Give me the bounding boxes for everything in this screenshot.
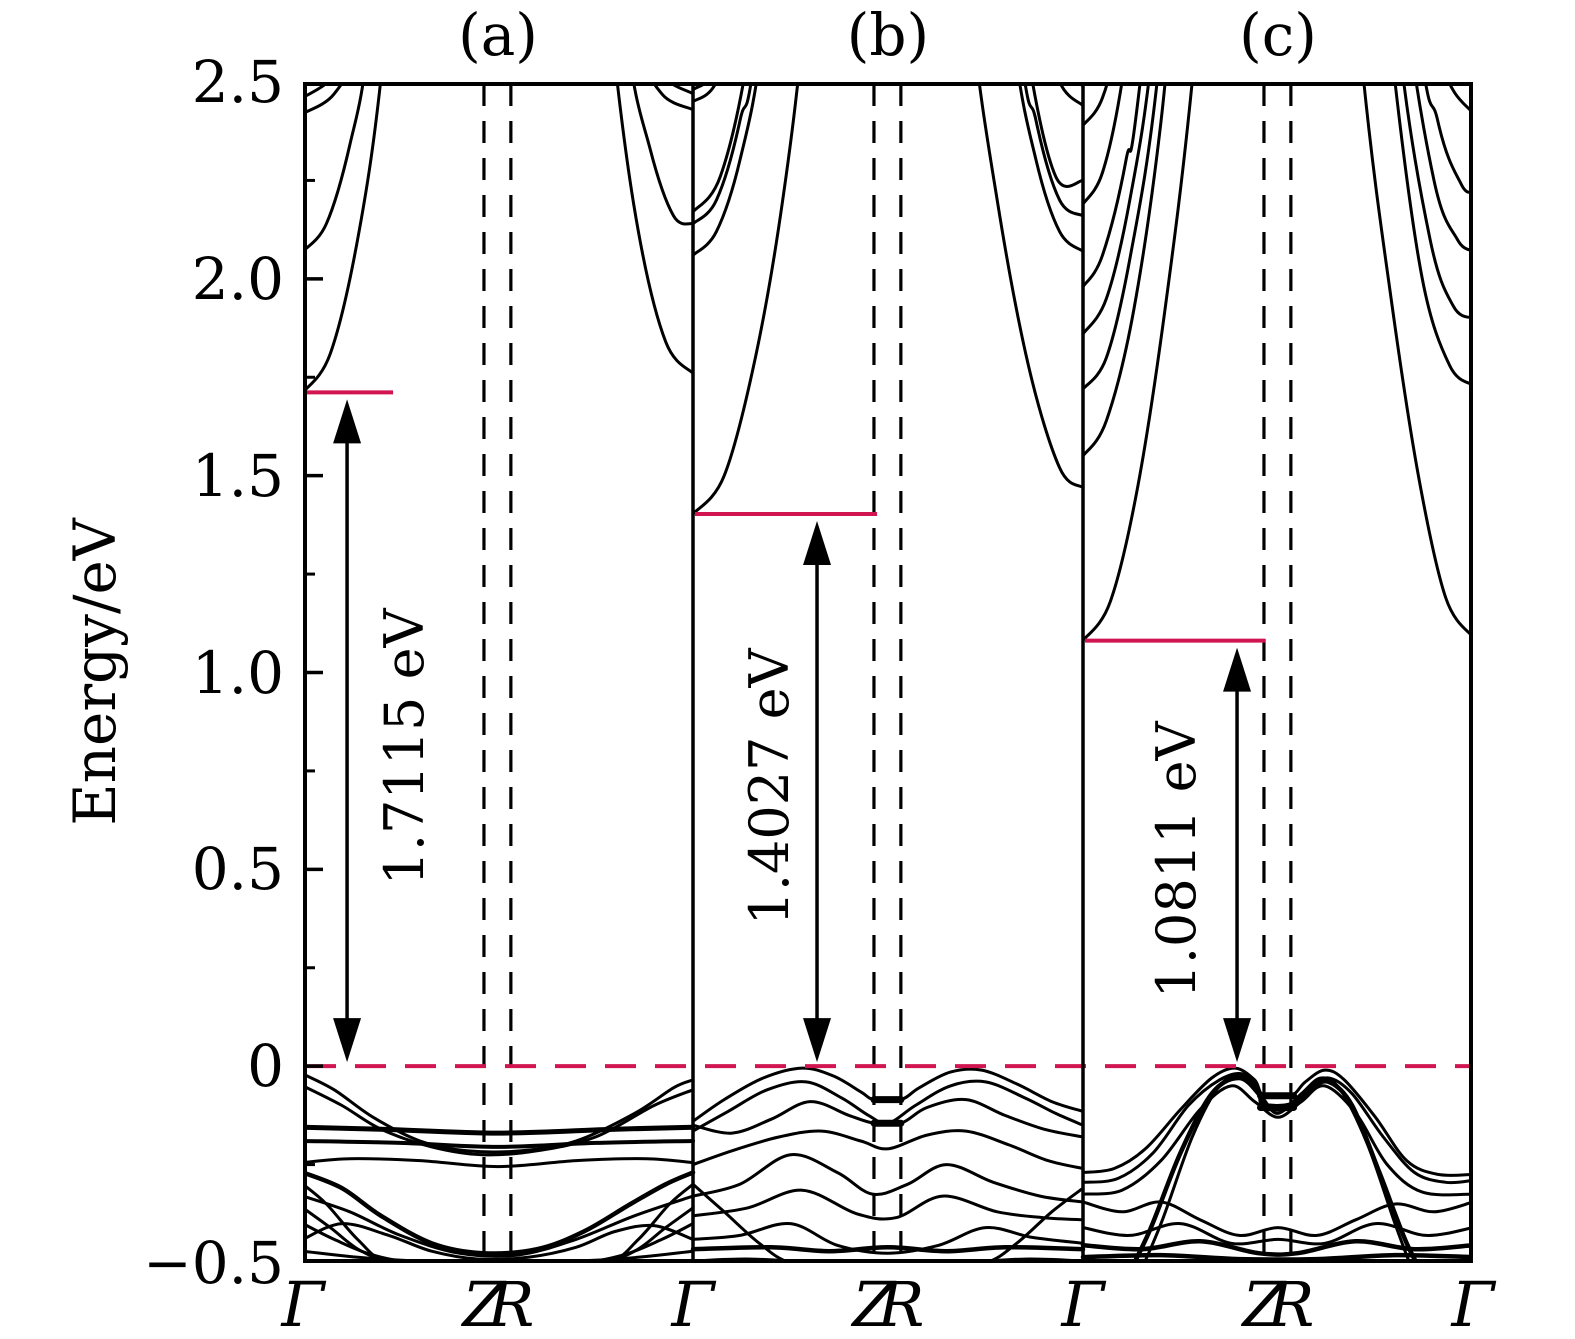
y-tick-label: 1.5 [191,441,284,510]
conduction-band-curve [691,82,1085,257]
valence-band-curve [1080,1239,1473,1257]
plot-border [303,82,1473,1263]
band-gap-arrowhead-down [803,1018,832,1063]
conduction-band-curve [691,82,1085,214]
valence-band-curve [303,1072,695,1154]
k-point-label-Γ: Γ [281,1268,325,1339]
valence-band-curve [691,1222,1085,1255]
panel-b [690,82,1086,1263]
y-tick-label: 0 [247,1032,284,1101]
k-point-label-Z: Z [852,1268,896,1339]
y-tick-label: −0.5 [143,1229,284,1297]
y-tick-label: 2.0 [191,244,284,313]
conduction-band-curve [1081,82,1473,289]
valence-band-curve [691,1153,1085,1204]
k-point-label-Γ: Γ [1451,1268,1495,1339]
valence-band-curve [303,1194,695,1258]
conduction-band-curve [691,82,1085,226]
conduction-band-curve [1081,82,1473,391]
band-gap-arrowhead-down [1223,1018,1252,1063]
k-point-label-R: R [877,1268,925,1339]
panel-a [303,82,696,1263]
valence-band-curve [1142,1073,1412,1263]
k-point-label-Γ: Γ [1061,1268,1105,1339]
valence-band-curve [303,1249,695,1263]
band-gap-arrowhead-up [333,399,362,444]
y-tick-label: 0.5 [191,835,284,904]
valence-band-curve [690,1244,1086,1254]
valence-band-curve [691,1097,1085,1139]
valence-band-curve [691,1188,1085,1222]
band-gap-arrowhead-up [1223,647,1252,692]
conduction-band-curve [691,82,1085,516]
conduction-band-curve [1081,82,1473,643]
k-point-label-R: R [487,1268,535,1339]
band-gap-arrowhead-down [333,1018,362,1063]
conduction-band-curve [1081,82,1473,458]
valence-band-curve [303,1157,695,1169]
valence-band-curve [303,1139,695,1149]
valence-band-curve [303,1084,695,1157]
conduction-band-curve [303,82,695,394]
k-point-label-R: R [1267,1268,1315,1339]
panel-title: (a) [458,1,538,69]
panel-c [1080,82,1473,1263]
k-point-label-Z: Z [462,1268,506,1339]
band-gap-arrowhead-up [803,520,832,565]
panel-title: (c) [1239,1,1317,69]
valence-band-curve [691,1129,1085,1170]
valence-band-curve [303,1124,696,1136]
conduction-band-curve [1081,82,1473,336]
valence-band-curve [691,1182,1085,1263]
conduction-band-curve [1081,82,1110,127]
valence-band-curve [691,1066,1085,1123]
k-point-label-Z: Z [1242,1268,1286,1339]
band-plot-svg [303,82,1473,1263]
panel-title: (b) [846,1,930,69]
valence-band-curve [303,1182,695,1263]
y-tick-label: 2.5 [191,48,284,116]
valence-band-curve [1081,1072,1473,1185]
valence-band-curve [303,1170,696,1256]
k-point-label-Γ: Γ [671,1268,715,1339]
valence-band-curve [1081,1200,1473,1237]
valence-band-curve [1081,1084,1473,1197]
y-tick-label: 1.0 [191,638,284,707]
valence-band-curve [1081,1066,1473,1177]
valence-band-curve [303,1206,695,1263]
valence-band-curve [1081,1222,1473,1246]
valence-band-curve [303,1222,695,1263]
